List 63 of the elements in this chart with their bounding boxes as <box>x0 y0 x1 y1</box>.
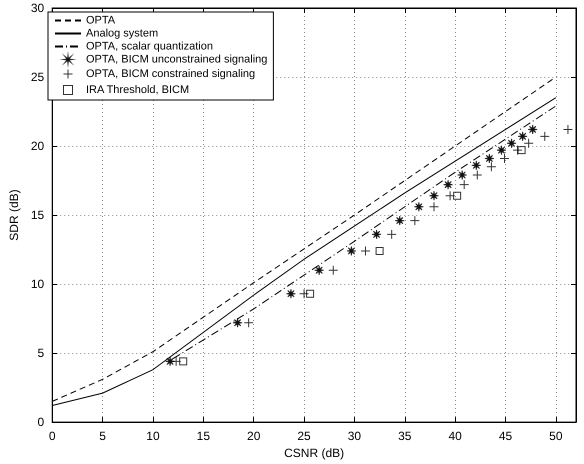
point <box>528 124 538 134</box>
point <box>376 246 384 255</box>
y-tick-label: 15 <box>30 208 45 222</box>
point <box>428 190 439 201</box>
point <box>328 265 338 276</box>
x-tick-label: 40 <box>448 429 462 444</box>
point <box>360 246 370 256</box>
x-tick-label: 25 <box>297 429 312 444</box>
legend-label: OPTA, BICM constrained signaling <box>86 68 256 80</box>
y-tick-label: 30 <box>30 1 45 15</box>
point <box>506 138 517 148</box>
point <box>414 202 424 212</box>
point <box>244 318 254 328</box>
point <box>518 131 528 142</box>
x-axis-title: CSNR (dB) <box>284 446 344 460</box>
point <box>496 145 506 156</box>
point <box>471 160 482 170</box>
point <box>299 288 310 299</box>
point <box>443 180 454 190</box>
legend-label: Analog system <box>86 28 158 40</box>
point <box>410 216 420 226</box>
point <box>445 190 456 201</box>
x-tick-label: 30 <box>348 429 362 444</box>
x-tick-label: 45 <box>498 429 512 444</box>
y-tick-label: 0 <box>38 415 45 430</box>
legend-label: OPTA <box>86 14 116 26</box>
point <box>486 162 496 172</box>
point <box>179 357 188 366</box>
point <box>518 146 526 154</box>
x-tick-label: 35 <box>398 429 412 444</box>
y-tick-label: 10 <box>30 277 45 292</box>
point <box>286 288 296 299</box>
point <box>499 153 510 164</box>
x-tick-label: 20 <box>247 429 261 444</box>
x-tick-label: 10 <box>146 429 160 444</box>
point <box>386 229 397 240</box>
point <box>472 170 482 180</box>
point <box>562 124 573 134</box>
legend-label: OPTA, scalar quantization <box>86 40 213 52</box>
point <box>394 216 405 226</box>
point <box>346 246 356 256</box>
point <box>372 229 382 240</box>
point <box>428 202 439 212</box>
y-axis-title: SDR (dB) <box>7 189 21 241</box>
y-tick-label: 5 <box>38 346 45 360</box>
point <box>171 356 182 366</box>
legend-label: OPTA, BICM unconstrained signaling <box>86 54 268 66</box>
point <box>457 170 468 180</box>
point <box>306 290 314 298</box>
point <box>512 145 523 156</box>
point <box>524 138 534 148</box>
x-tick-label: 50 <box>549 429 563 444</box>
point <box>540 131 550 142</box>
point <box>459 180 470 190</box>
x-tick-label: 15 <box>196 429 210 444</box>
y-tick-label: 25 <box>30 70 45 84</box>
x-tick-label: 0 <box>48 429 56 444</box>
legend-label: IRA Threshold, BICM <box>86 84 190 96</box>
point <box>232 318 243 328</box>
x-tick-label: 5 <box>99 429 106 444</box>
point <box>314 265 324 276</box>
y-tick-label: 20 <box>30 139 45 154</box>
point <box>453 192 462 200</box>
